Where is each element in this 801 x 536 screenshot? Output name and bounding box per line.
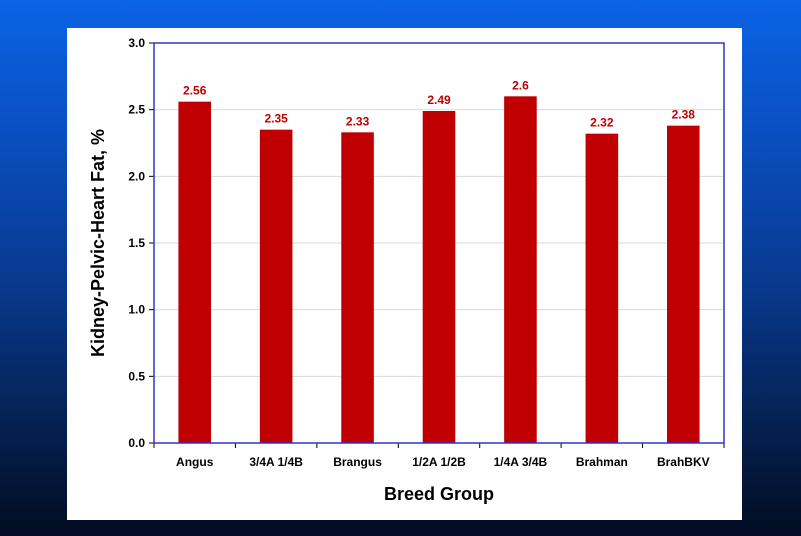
y-axis-title: Kidney-Pelvic-Heart Fat, % xyxy=(88,129,108,357)
y-tick-label: 2.5 xyxy=(128,103,145,117)
x-tick-label: Angus xyxy=(176,455,214,469)
bar xyxy=(341,132,374,443)
bar xyxy=(178,101,211,444)
x-tick-label: 3/4A 1/4B xyxy=(249,455,303,469)
bar xyxy=(504,96,537,443)
x-tick-label: Brangus xyxy=(333,455,382,469)
plot-area-border xyxy=(153,42,725,444)
data-label: 2.49 xyxy=(427,93,451,107)
x-tick-label: 1/4A 3/4B xyxy=(494,455,548,469)
x-axis-title: Breed Group xyxy=(384,484,494,504)
chart-panel: 2.56 2.35 2.33 2.49 2.6 2.32 2.38 0.0 0.5 1.0 1.5… xyxy=(67,28,742,520)
y-tick-label: 1.5 xyxy=(128,236,145,250)
data-label: 2.38 xyxy=(672,108,696,122)
bar xyxy=(585,133,619,443)
data-label: 2.33 xyxy=(346,114,370,128)
data-label: 2.56 xyxy=(183,84,207,98)
bar-chart: 2.56 2.35 2.33 2.49 2.6 2.32 2.38 0.0 0.5 1.0 1.5… xyxy=(88,36,725,504)
x-tick-label: BrahBKV xyxy=(657,455,710,469)
y-tick-label: 0.5 xyxy=(128,369,145,383)
bar xyxy=(667,125,700,444)
data-label: 2.35 xyxy=(264,112,288,126)
bar xyxy=(259,129,293,443)
x-tick-label: Brahman xyxy=(576,455,628,469)
x-tick-label: 1/2A 1/2B xyxy=(412,455,466,469)
y-tick-label: 2.0 xyxy=(128,169,145,183)
data-label: 2.32 xyxy=(590,116,614,130)
y-tick-label: 1.0 xyxy=(128,303,145,317)
data-label: 2.6 xyxy=(512,78,529,92)
y-tick-label: 0.0 xyxy=(128,436,145,450)
bar xyxy=(422,111,456,443)
y-tick-label: 3.0 xyxy=(128,36,145,50)
